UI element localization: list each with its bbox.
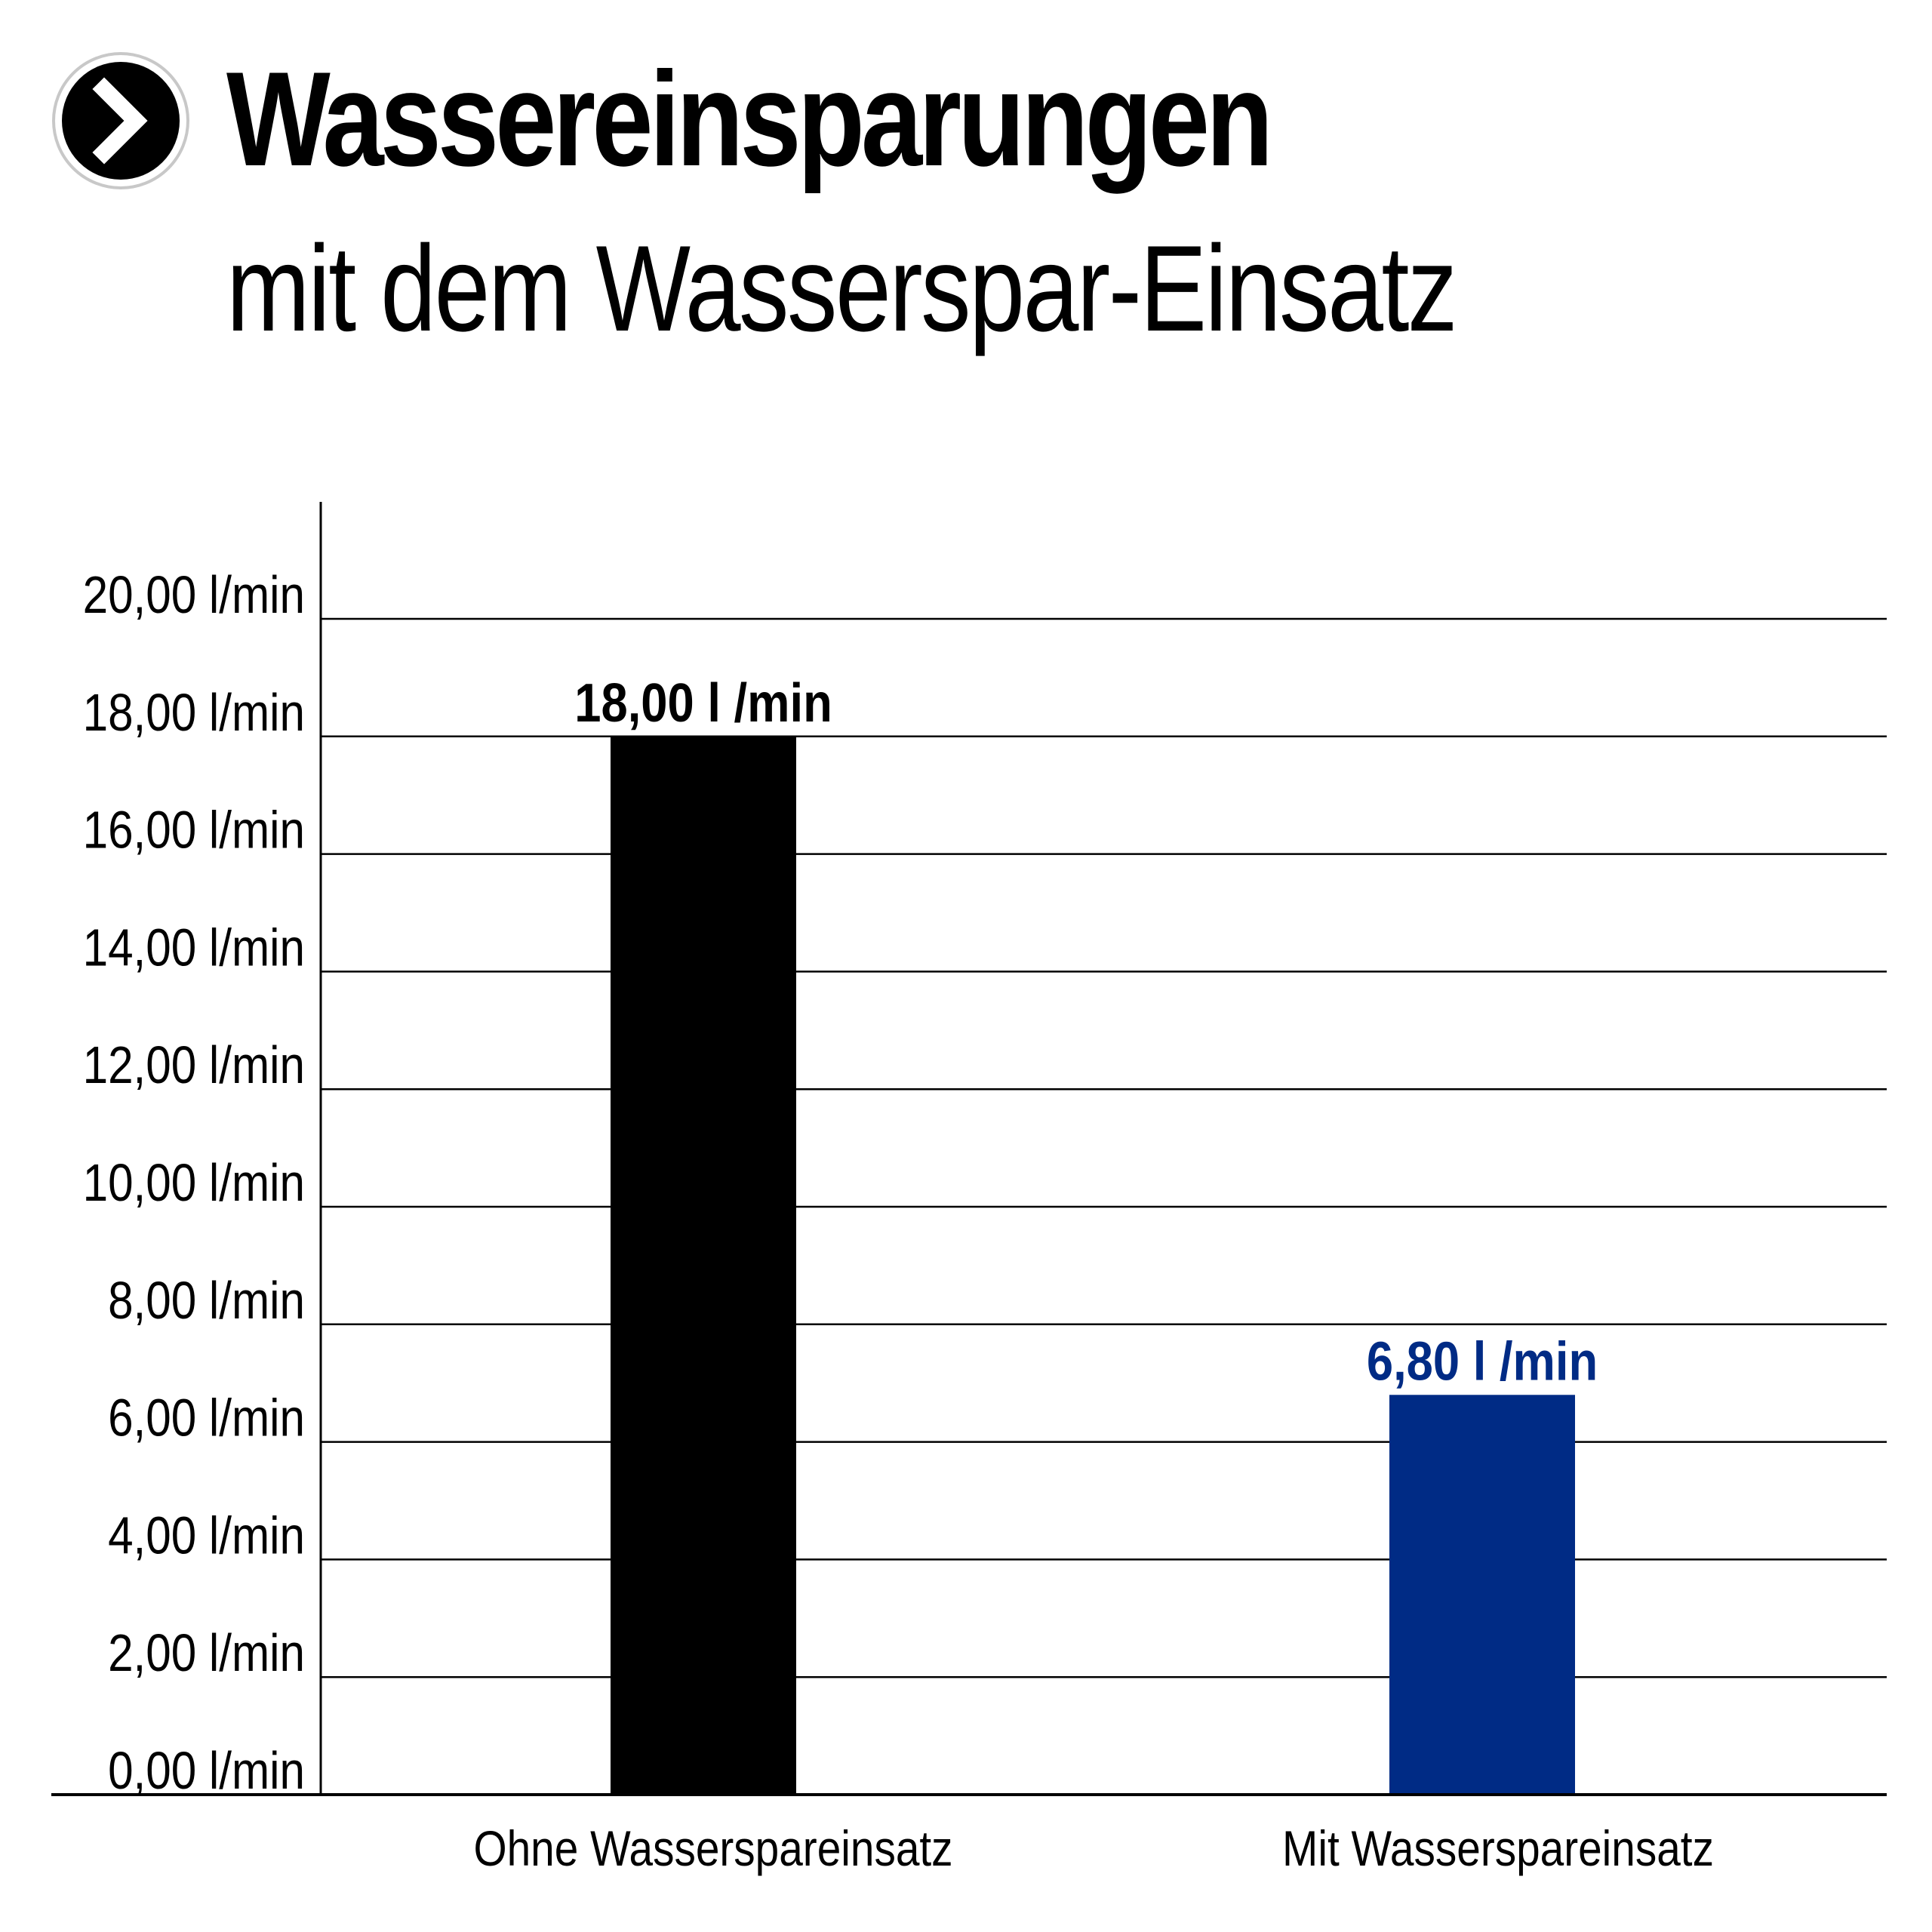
y-tick-label: 10,00 l/min [83,1153,305,1212]
y-tick-label: 4,00 l/min [108,1506,305,1564]
y-tick-label: 0,00 l/min [108,1741,305,1800]
chart-header: Wassereinsparungen mit dem Wasserspar-Ei… [0,0,1932,362]
x-category-label: Ohne Wasserspareinsatz [473,1821,952,1877]
x-category-label: Mit Wasserspareinsatz [1282,1821,1714,1877]
grid-lines [321,617,1887,1678]
bar [1389,1395,1575,1795]
bar [611,736,796,1795]
y-tick-label: 6,00 l/min [108,1388,305,1447]
y-tick-label: 16,00 l/min [83,800,305,859]
y-tick-label: 2,00 l/min [108,1623,305,1682]
x-axis-category-labels: Ohne Wasserspareinsatz Mit Wasserspareins… [473,1821,1713,1877]
y-tick-label: 12,00 l/min [83,1035,305,1094]
axes [51,502,1887,1796]
y-tick-label: 14,00 l/min [83,918,305,977]
chart-title: Wassereinsparungen [226,44,1273,194]
data-labels: 18,00 l /min 6,80 l /min [574,673,1598,1392]
bars [611,736,1575,1795]
y-axis-tick-labels: 0,00 l/min 2,00 l/min 4,00 l/min 6,00 l/min… [83,565,305,1800]
chart-subtitle: mit dem Wasserspar-Einsatz [226,220,1457,357]
y-tick-label: 8,00 l/min [108,1271,305,1330]
y-tick-label: 20,00 l/min [83,565,305,624]
data-label: 18,00 l /min [574,673,832,734]
data-label: 6,80 l /min [1367,1332,1598,1392]
chevron-right-icon [52,52,189,189]
y-tick-label: 18,00 l/min [83,683,305,742]
